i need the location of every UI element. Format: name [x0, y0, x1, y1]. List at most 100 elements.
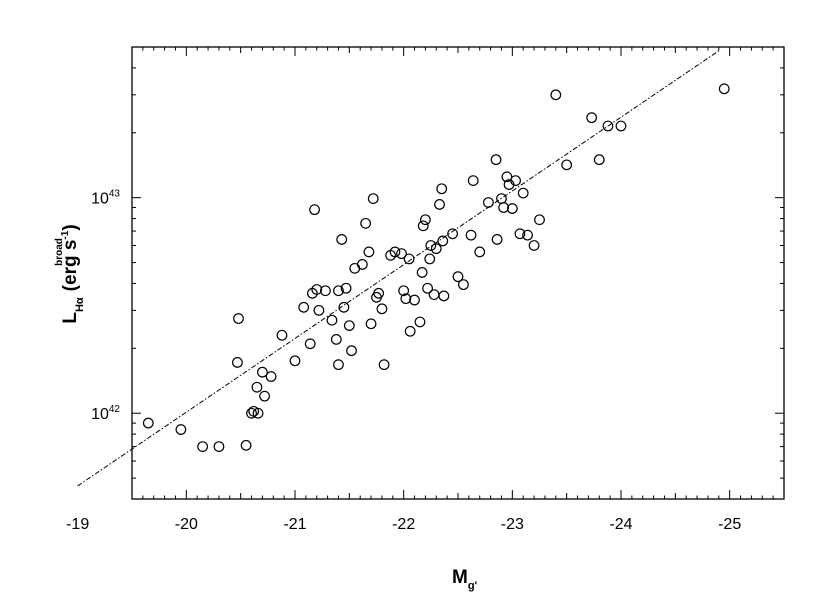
data-point: [561, 159, 573, 171]
data-point: [360, 217, 372, 229]
data-point: [436, 183, 448, 195]
x-tick-label: -20: [175, 516, 198, 533]
data-point: [304, 338, 316, 350]
axis-ticks: [131, 46, 785, 500]
data-point: [522, 229, 533, 241]
x-tick-label: -22: [392, 516, 415, 533]
data-point: [346, 345, 357, 357]
data-point: [534, 214, 545, 226]
data-point: [389, 246, 401, 258]
data-point: [333, 285, 344, 297]
data-point: [311, 284, 323, 295]
data-point: [336, 234, 348, 245]
data-point: [422, 282, 433, 294]
data-point: [447, 228, 458, 240]
data-point: [330, 334, 342, 345]
data-point: [252, 407, 264, 419]
data-point: [398, 285, 410, 297]
data-point: [718, 83, 730, 95]
data-point: [373, 287, 385, 299]
data-point: [313, 304, 325, 316]
data-point: [490, 154, 502, 166]
data-point: [501, 171, 513, 183]
data-point: [517, 187, 529, 199]
data-point: [320, 285, 331, 297]
data-point: [409, 294, 420, 306]
data-point: [257, 366, 268, 378]
data-point: [356, 259, 368, 270]
data-point: [593, 154, 605, 166]
fit-line-group: [77, 50, 720, 487]
data-point: [265, 371, 277, 382]
data-point: [259, 390, 270, 402]
data-point: [438, 290, 450, 302]
data-point: [246, 407, 257, 419]
data-point: [400, 293, 412, 305]
data-point: [414, 316, 426, 328]
plot-frame: [131, 46, 785, 500]
y-tick-labels: 1042 1043: [91, 189, 120, 424]
x-tick-label: -21: [283, 516, 306, 533]
x-tick-label: -25: [718, 516, 741, 533]
x-tick-labels: -19 -20 -21 -22 -23 -24 -25: [66, 516, 741, 533]
data-point: [430, 243, 442, 255]
data-point: [424, 253, 436, 265]
y-axis-title: LHα(erg s-1): [60, 224, 86, 323]
data-point: [333, 359, 344, 371]
data-point: [437, 235, 449, 247]
data-point: [428, 289, 440, 301]
data-point: [276, 329, 288, 341]
data-point: [506, 203, 518, 214]
y-tick-label: 1043: [91, 189, 120, 208]
data-point: [615, 120, 627, 132]
data-points: [142, 83, 730, 453]
data-point: [467, 175, 479, 186]
data-point: [586, 112, 598, 124]
data-point: [363, 246, 375, 258]
x-axis-title: Mg': [452, 567, 478, 592]
data-point: [514, 228, 526, 240]
data-point: [213, 441, 225, 453]
data-point: [498, 202, 510, 213]
data-point: [528, 240, 540, 251]
data-point: [367, 193, 379, 205]
data-point: [298, 301, 310, 313]
data-point: [338, 301, 350, 313]
data-point: [416, 267, 428, 278]
x-tick-label: -23: [501, 516, 524, 533]
x-tick-label: -24: [609, 516, 632, 533]
data-point: [417, 220, 429, 232]
data-point: [251, 381, 263, 393]
data-point: [376, 303, 388, 315]
data-point: [365, 318, 377, 330]
y-axis-title-superscript: broad: [54, 238, 65, 266]
data-point: [142, 417, 154, 429]
data-point: [309, 204, 320, 216]
data-point: [452, 271, 464, 283]
data-point: [483, 197, 494, 208]
data-point: [175, 424, 187, 435]
data-point: [602, 120, 614, 132]
data-point: [403, 253, 415, 265]
data-point: [232, 357, 243, 368]
data-point: [474, 246, 486, 258]
data-point: [340, 282, 352, 294]
data-point: [434, 199, 445, 210]
data-point: [465, 229, 477, 241]
data-point: [420, 214, 431, 226]
fit-line: [77, 50, 720, 487]
data-point: [289, 355, 301, 367]
data-point: [510, 175, 521, 186]
data-point: [491, 234, 503, 245]
data-point: [240, 439, 252, 451]
data-point: [425, 240, 437, 251]
data-point: [378, 359, 390, 371]
data-point: [197, 441, 209, 453]
x-tick-label: -19: [66, 516, 89, 533]
data-point: [396, 248, 407, 260]
data-point: [233, 313, 244, 324]
data-point: [550, 89, 562, 101]
y-tick-label: 1042: [91, 404, 120, 423]
data-point: [458, 279, 469, 291]
